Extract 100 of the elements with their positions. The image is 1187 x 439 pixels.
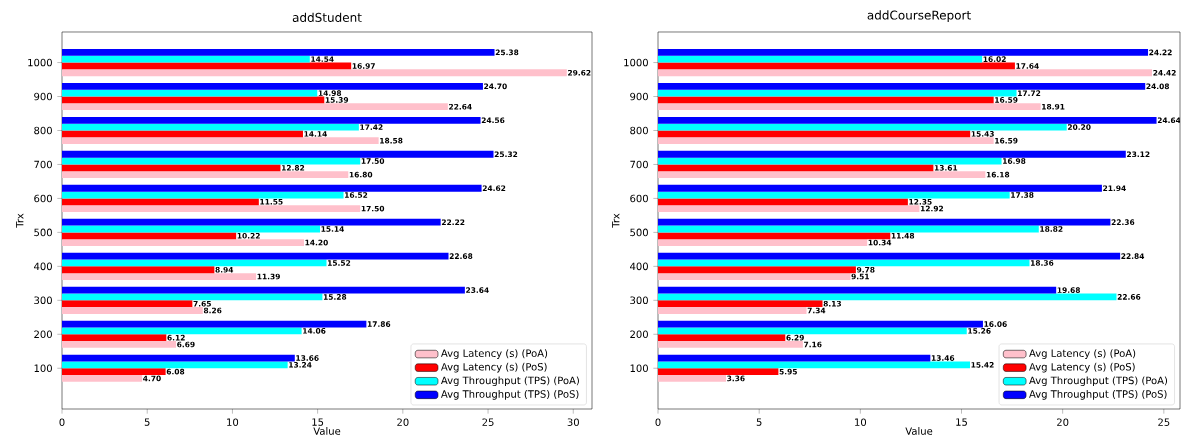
x-tick-label: 5: [144, 418, 150, 426]
bar: [62, 82, 483, 90]
bar: [658, 198, 908, 206]
bar: [658, 103, 1041, 111]
bar: [62, 55, 310, 63]
y-tick-label: 800: [34, 126, 52, 135]
bar: [658, 82, 1146, 90]
bar: [658, 137, 994, 145]
bar: [62, 307, 203, 314]
x-tick-label: 15: [312, 418, 324, 426]
bar: [658, 89, 1017, 97]
bar: [658, 130, 971, 138]
x-tick-label: 25: [482, 418, 494, 426]
y-tick-label: 800: [630, 126, 648, 135]
bar: [62, 137, 379, 145]
bar: [658, 232, 891, 240]
bar: [62, 130, 303, 138]
bar: [658, 205, 920, 213]
bar: [62, 150, 494, 158]
y-tick-label: 400: [630, 262, 648, 271]
x-tick-label: 15: [956, 418, 967, 426]
legend-label: Avg Latency (s) (PoS): [1029, 362, 1135, 373]
legend-label: Avg Latency (s) (PoA): [1029, 349, 1136, 359]
bar: [62, 368, 166, 376]
bar: [62, 198, 259, 206]
x-axis-title: Value: [313, 427, 341, 435]
bar: [62, 164, 281, 172]
bar: [658, 286, 1057, 294]
x-tick-label: 25: [1158, 418, 1170, 426]
y-tick-label: 200: [34, 330, 52, 339]
x-axis-title: Value: [905, 427, 933, 435]
bar: [62, 232, 237, 240]
bar: [658, 273, 851, 280]
bar: [658, 55, 983, 63]
bar: [62, 252, 449, 260]
bar: [658, 361, 970, 369]
bar: [658, 150, 1126, 158]
y-tick-label: 200: [630, 330, 648, 339]
y-tick-label: 700: [34, 160, 52, 169]
y-tick-label: 900: [630, 92, 648, 101]
bar: [62, 218, 441, 226]
y-axis-title: Trx: [16, 213, 24, 228]
bar: [658, 69, 1153, 77]
y-tick-label: 300: [34, 296, 52, 305]
bar: [658, 266, 856, 274]
legend-label: Avg Throughput (TPS) (PoA): [1029, 376, 1168, 387]
y-tick-label: 1000: [624, 58, 648, 67]
bar: [658, 171, 986, 179]
y-tick-label: 400: [34, 262, 52, 271]
bar: [62, 341, 177, 348]
bar: [658, 300, 823, 308]
legend-label: Avg Throughput (TPS) (PoS): [440, 390, 579, 400]
x-tick-label: 10: [855, 418, 867, 426]
bar: [62, 266, 215, 274]
chart-title: addStudent: [292, 12, 362, 22]
x-tick-label: 5: [756, 418, 762, 426]
bar: [62, 116, 481, 124]
bar: [62, 205, 361, 213]
y-tick-label: 500: [630, 228, 648, 237]
bar: [658, 307, 807, 314]
bar: [62, 286, 465, 294]
x-tick-label: 0: [655, 418, 661, 426]
bar: [658, 368, 779, 376]
y-tick-label: 300: [630, 296, 648, 305]
bar: [62, 69, 567, 77]
bar: [658, 341, 803, 348]
bar: [658, 184, 1102, 192]
bar: [658, 327, 967, 335]
x-tick-label: 20: [1057, 418, 1069, 426]
chart-title: addCourseReport: [867, 10, 971, 22]
bar: [658, 218, 1111, 226]
y-tick-label: 1000: [28, 58, 52, 67]
y-tick-label: 100: [34, 364, 52, 373]
y-axis-title: Trx: [612, 213, 620, 228]
bar: [658, 252, 1121, 260]
y-tick-label: 100: [630, 364, 648, 373]
bar: [62, 273, 257, 280]
bar: [62, 375, 143, 382]
bar: [62, 361, 288, 369]
bar: [658, 164, 934, 172]
legend-label: Avg Throughput (TPS) (PoA): [440, 376, 579, 387]
y-tick-label: 500: [34, 228, 52, 237]
x-tick-label: 10: [227, 418, 239, 426]
x-tick-label: 20: [397, 418, 409, 426]
bar: [658, 334, 786, 342]
bar: [62, 103, 448, 111]
bar: [658, 375, 726, 382]
y-tick-label: 600: [630, 194, 648, 203]
legend-label: Avg Throughput (TPS) (PoS): [1029, 390, 1167, 400]
bar: [62, 334, 167, 342]
y-tick-label: 700: [630, 160, 648, 169]
bar: [62, 48, 495, 56]
bar: [658, 48, 1149, 56]
x-tick-label: 30: [567, 418, 579, 426]
y-tick-label: 900: [34, 92, 52, 101]
bar: [658, 239, 868, 246]
x-tick-label: 0: [59, 418, 65, 426]
bar: [62, 184, 482, 192]
bar: [62, 239, 304, 246]
bar: [62, 327, 302, 335]
